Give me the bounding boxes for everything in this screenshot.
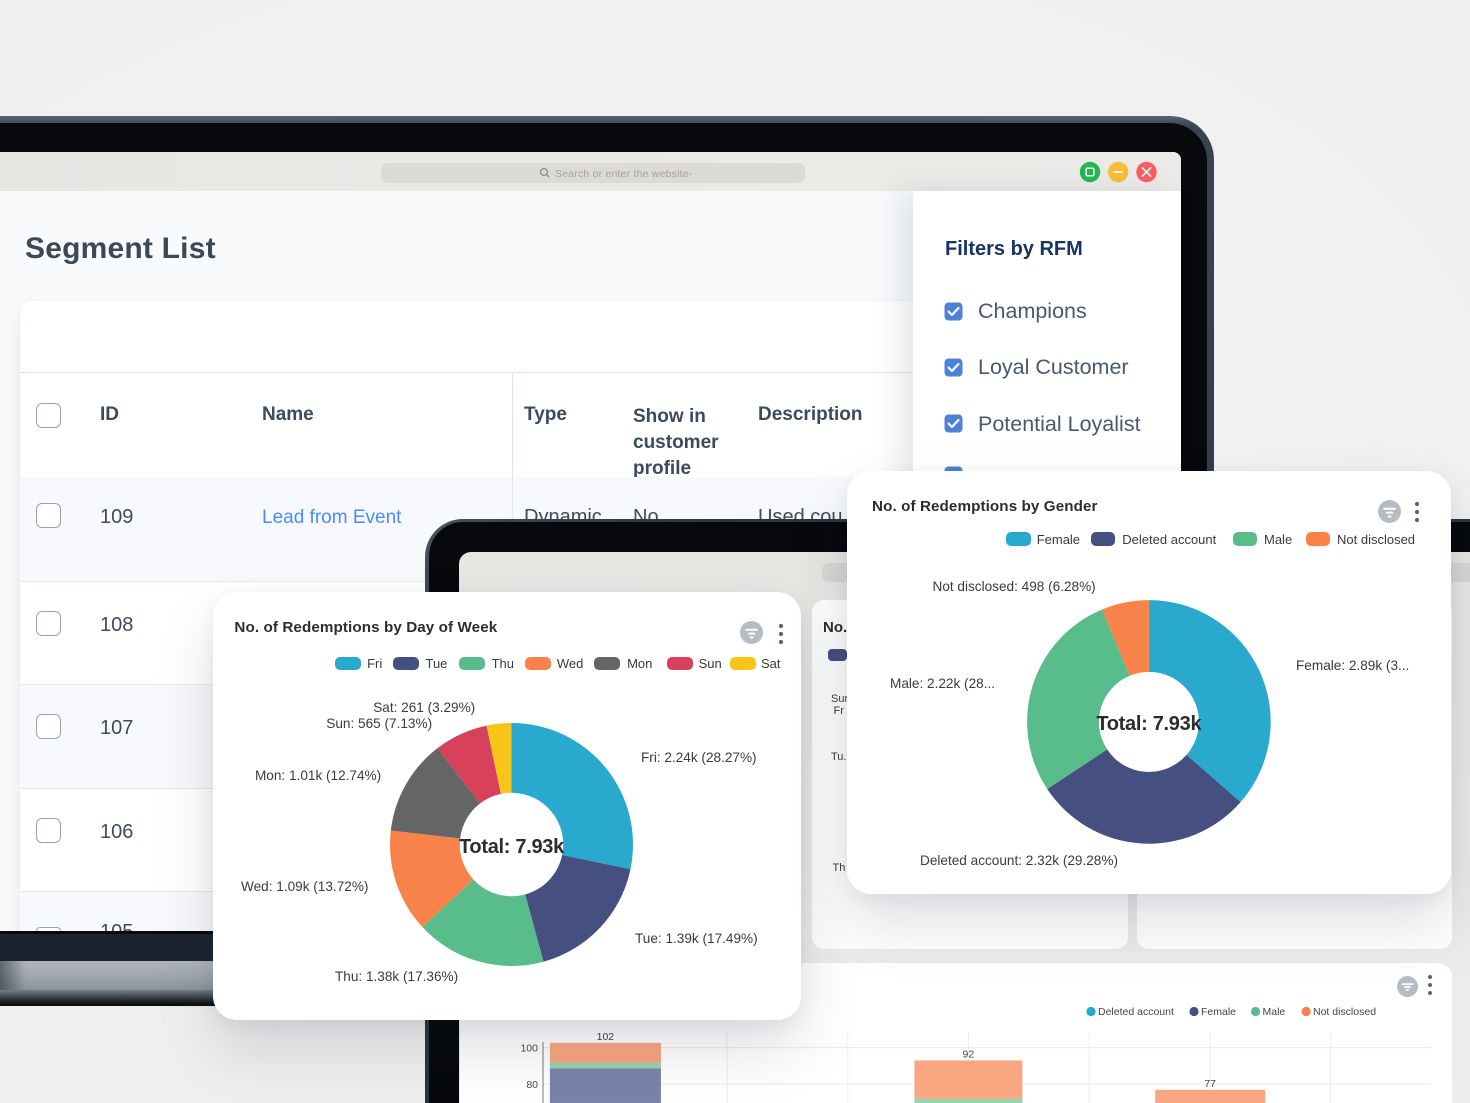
svg-text:80: 80 <box>526 1079 538 1091</box>
svg-text:Not disclosed: Not disclosed <box>1313 1006 1376 1017</box>
svg-text:92: 92 <box>962 1049 974 1061</box>
svg-text:100: 100 <box>520 1043 538 1055</box>
svg-text:Male: Male <box>1262 1006 1285 1017</box>
svg-text:Deleted account: Deleted account <box>1098 1006 1174 1017</box>
svg-text:Female: Female <box>1201 1006 1236 1017</box>
svg-text:102: 102 <box>596 1031 614 1043</box>
svg-text:77: 77 <box>1204 1078 1216 1090</box>
